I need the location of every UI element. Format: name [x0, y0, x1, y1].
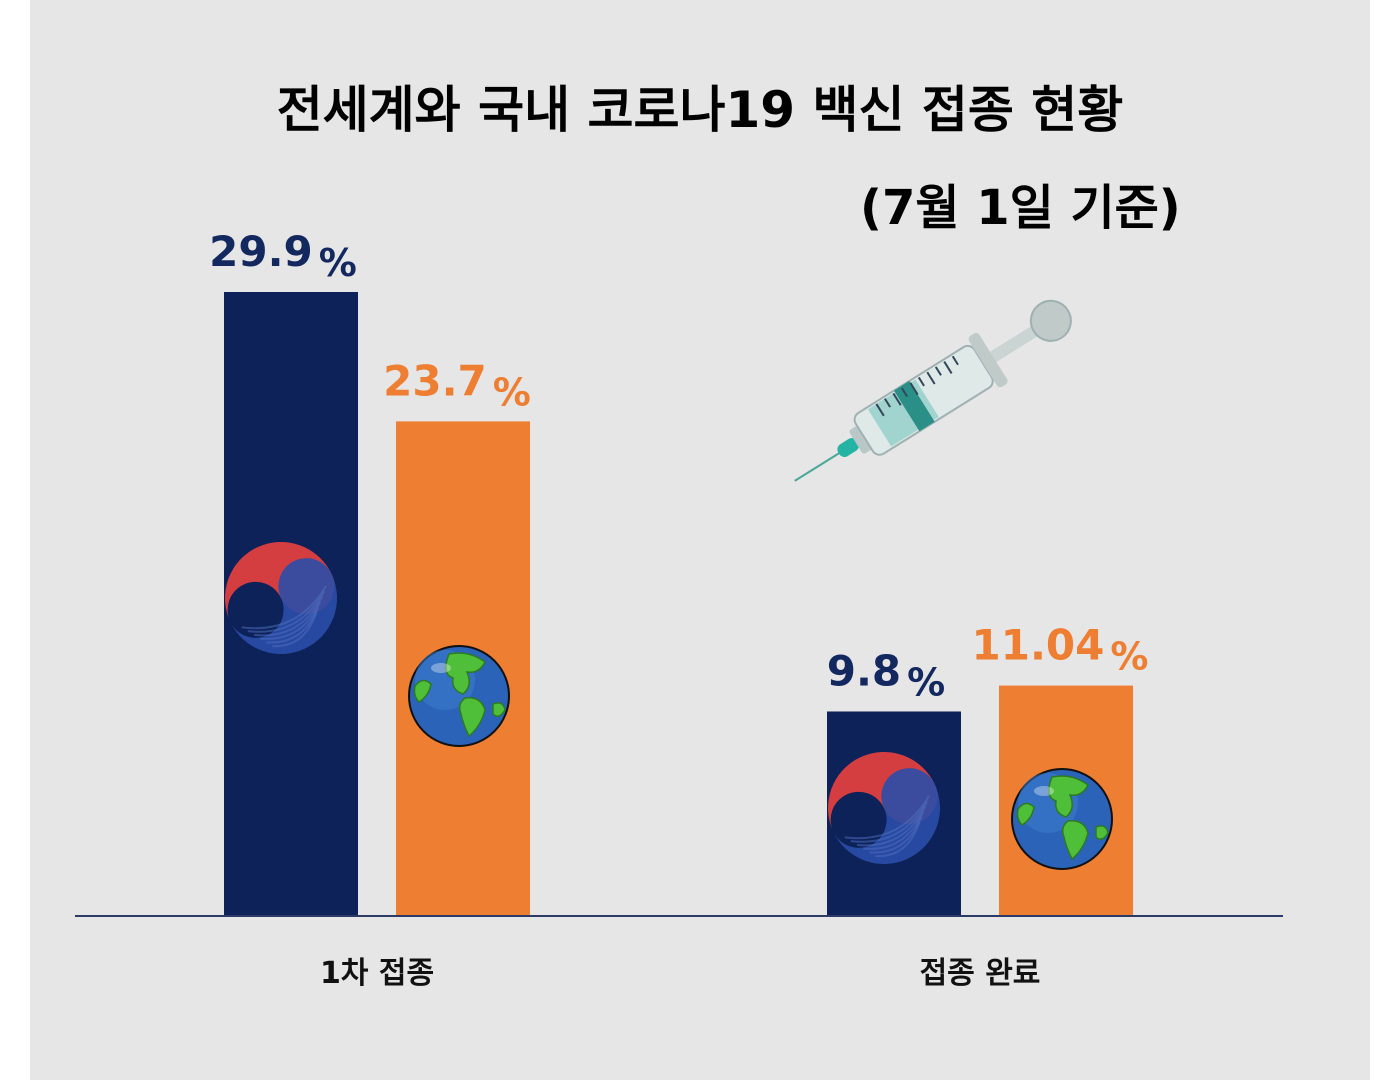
globe-icon-0	[408, 645, 510, 747]
globe-icon-1	[1011, 768, 1113, 870]
category-label-0: 1차 접종	[320, 956, 434, 991]
value-number-0-1: 9.8	[827, 646, 901, 695]
value-number-0-0: 29.9	[209, 227, 313, 276]
value-unit-1-1: %	[1110, 635, 1148, 679]
syringe-icon	[794, 299, 1072, 482]
value-label-1-0: 23.7%	[383, 356, 531, 414]
labels-layer: 29.9 %9.8 %23.7 %11.04 %1차 접종 접종 완료	[209, 227, 1148, 991]
value-number-1-0: 23.7	[383, 356, 487, 405]
chart-subtitle: (7월 1일 기준)	[860, 180, 1181, 236]
korea-taegeuk-icon-0	[225, 542, 337, 654]
chart-title: 전세계와 국내 코로나19 백신 접종 현황	[276, 81, 1124, 139]
value-label-1-1: 11.04%	[972, 621, 1149, 679]
value-unit-0-1: %	[907, 660, 945, 704]
korea-taegeuk-icon-1	[828, 752, 940, 864]
bars-layer	[224, 292, 1133, 916]
category-label-1: 접종 완료	[920, 956, 1041, 991]
value-label-0-0: 29.9%	[209, 227, 357, 285]
value-unit-1-0: %	[493, 370, 531, 414]
value-number-1-1: 11.04	[972, 621, 1105, 670]
icons-layer	[225, 542, 1113, 870]
value-label-0-1: 9.8%	[827, 646, 945, 704]
value-unit-0-0: %	[319, 241, 357, 285]
